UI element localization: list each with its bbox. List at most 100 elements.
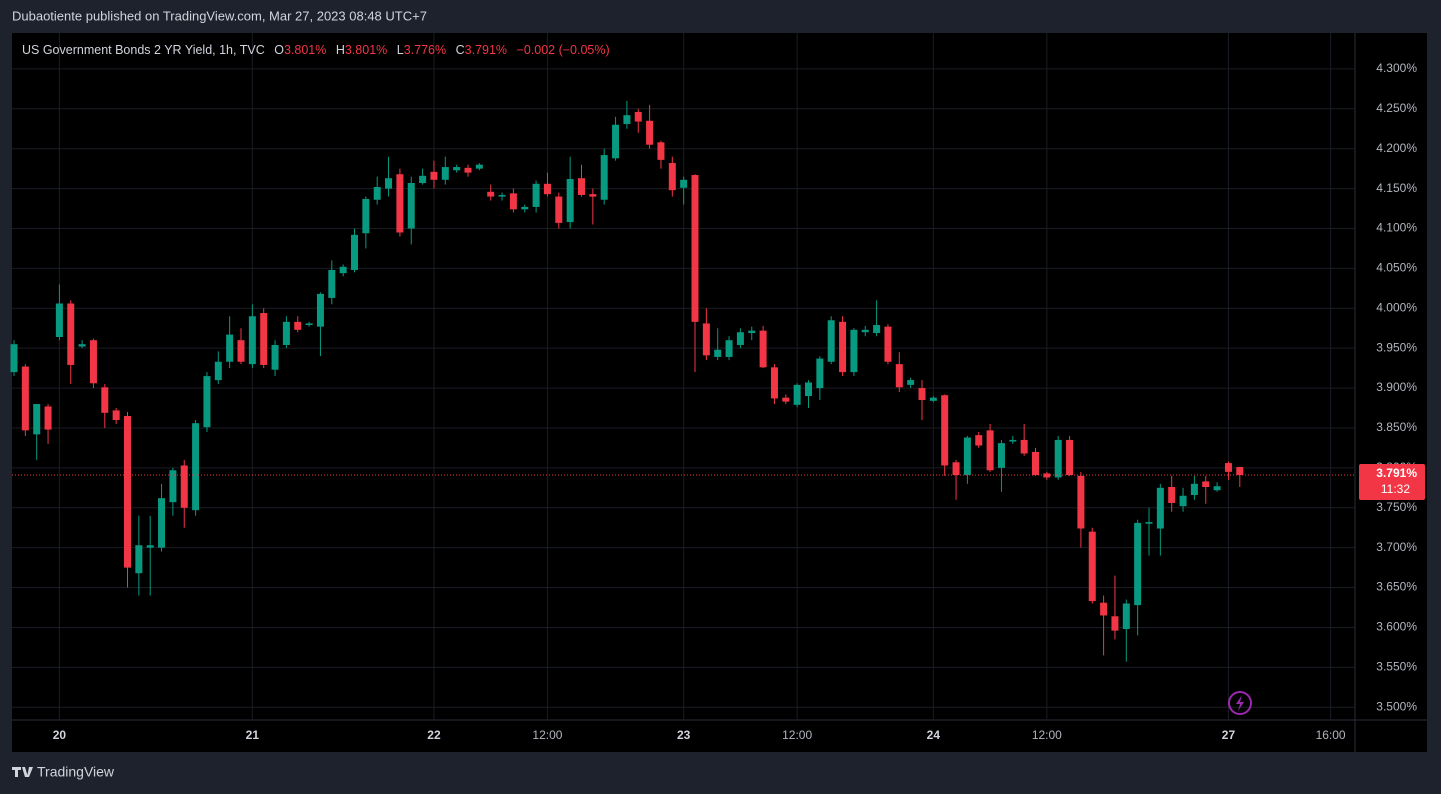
candle-body — [419, 175, 427, 184]
candle-body — [10, 344, 18, 373]
candle-body — [44, 406, 52, 430]
candle-body — [271, 344, 279, 370]
candle-body — [736, 332, 744, 345]
x-tick-label: 24 — [927, 728, 941, 742]
candle-body — [396, 174, 404, 233]
candle-body — [124, 415, 131, 568]
candle-body — [1213, 486, 1221, 491]
candle-body — [158, 498, 166, 548]
candle-body — [1145, 522, 1153, 524]
candle-body — [305, 323, 313, 326]
candle-body — [668, 163, 676, 191]
x-tick-label: 20 — [53, 728, 67, 742]
candle-body — [475, 164, 483, 169]
candle-body — [521, 206, 529, 210]
last-price-box — [1359, 464, 1425, 501]
candle-body — [1009, 439, 1017, 442]
candle-body — [1111, 616, 1119, 631]
candle-body — [487, 191, 495, 197]
candle-body — [566, 179, 574, 223]
last-price-label: 3.791% — [1376, 466, 1417, 480]
legend-key: C — [456, 43, 465, 57]
candle-body — [21, 366, 29, 431]
candle-body — [248, 316, 256, 365]
tradingview-logo: TradingView — [12, 764, 115, 780]
y-tick-label: 3.750% — [1376, 500, 1417, 514]
candle-body — [975, 435, 983, 446]
candle-body — [33, 404, 41, 435]
y-tick-label: 4.200% — [1376, 141, 1417, 155]
candle-body — [373, 186, 381, 200]
candle-body — [112, 410, 120, 420]
candle-body — [918, 388, 926, 401]
candle-body — [385, 178, 393, 189]
axes: 3.500%3.550%3.600%3.650%3.700%3.750%3.80… — [53, 61, 1425, 742]
candle-body — [850, 329, 858, 373]
candle-body — [260, 313, 268, 365]
candle-body — [203, 376, 211, 428]
candle-body — [55, 303, 63, 338]
x-tick-label: 16:00 — [1316, 728, 1346, 742]
candle-body — [816, 358, 824, 389]
candle-body — [67, 303, 75, 365]
candle-body — [952, 462, 960, 476]
legend-value: 3.791% — [465, 43, 507, 57]
x-tick-label: 21 — [246, 728, 260, 742]
y-tick-label: 3.850% — [1376, 420, 1417, 434]
candle-body — [963, 437, 971, 476]
candle-body — [441, 167, 449, 180]
candle-body — [612, 124, 620, 159]
candle-body — [873, 325, 881, 334]
candle-body — [1043, 473, 1051, 478]
candle-body — [1020, 439, 1028, 454]
candle-body — [214, 361, 222, 381]
candle-body — [827, 320, 835, 362]
candle-body — [316, 293, 324, 327]
candle-body — [725, 340, 733, 357]
candle-body — [180, 465, 188, 508]
candle-body — [986, 430, 994, 471]
x-tick-label: 22 — [427, 728, 441, 742]
candle-body — [600, 155, 608, 200]
footer-brand: TradingView — [37, 764, 115, 780]
candle-body — [691, 175, 699, 322]
legend-key: L — [397, 43, 404, 57]
candle-body — [1100, 602, 1108, 616]
candle-body — [702, 323, 710, 356]
legend-value: 3.801% — [345, 43, 387, 57]
x-tick-label: 12:00 — [532, 728, 562, 742]
candle-body — [509, 193, 517, 210]
candle-body — [169, 470, 177, 503]
candle-body — [680, 179, 688, 188]
candle-body — [578, 178, 585, 195]
candle-body — [770, 367, 778, 399]
y-tick-label: 3.700% — [1376, 540, 1417, 554]
x-tick-label: 12:00 — [1032, 728, 1062, 742]
candle-body — [135, 545, 143, 574]
candle-body — [555, 196, 563, 223]
candle-body — [1032, 451, 1039, 476]
y-tick-label: 3.500% — [1376, 699, 1417, 713]
candle-body — [362, 198, 370, 234]
candle-body — [1134, 522, 1142, 606]
legend-value: 3.776% — [404, 43, 446, 57]
candles — [10, 100, 1355, 662]
y-tick-label: 3.950% — [1376, 340, 1417, 354]
grid — [12, 33, 1355, 720]
legend-key: O — [274, 43, 284, 57]
y-tick-label: 4.100% — [1376, 221, 1417, 235]
candle-body — [748, 330, 756, 334]
candle-body — [282, 321, 290, 345]
x-tick-label: 27 — [1222, 728, 1236, 742]
candle-body — [1066, 439, 1074, 476]
y-tick-label: 3.900% — [1376, 380, 1417, 394]
candle-body — [101, 387, 109, 413]
candle-body — [1088, 531, 1096, 602]
candle-body — [759, 330, 767, 368]
candle-body — [328, 269, 336, 298]
candle-body — [430, 171, 438, 180]
y-tick-label: 3.550% — [1376, 660, 1417, 674]
y-tick-label: 4.000% — [1376, 300, 1417, 314]
